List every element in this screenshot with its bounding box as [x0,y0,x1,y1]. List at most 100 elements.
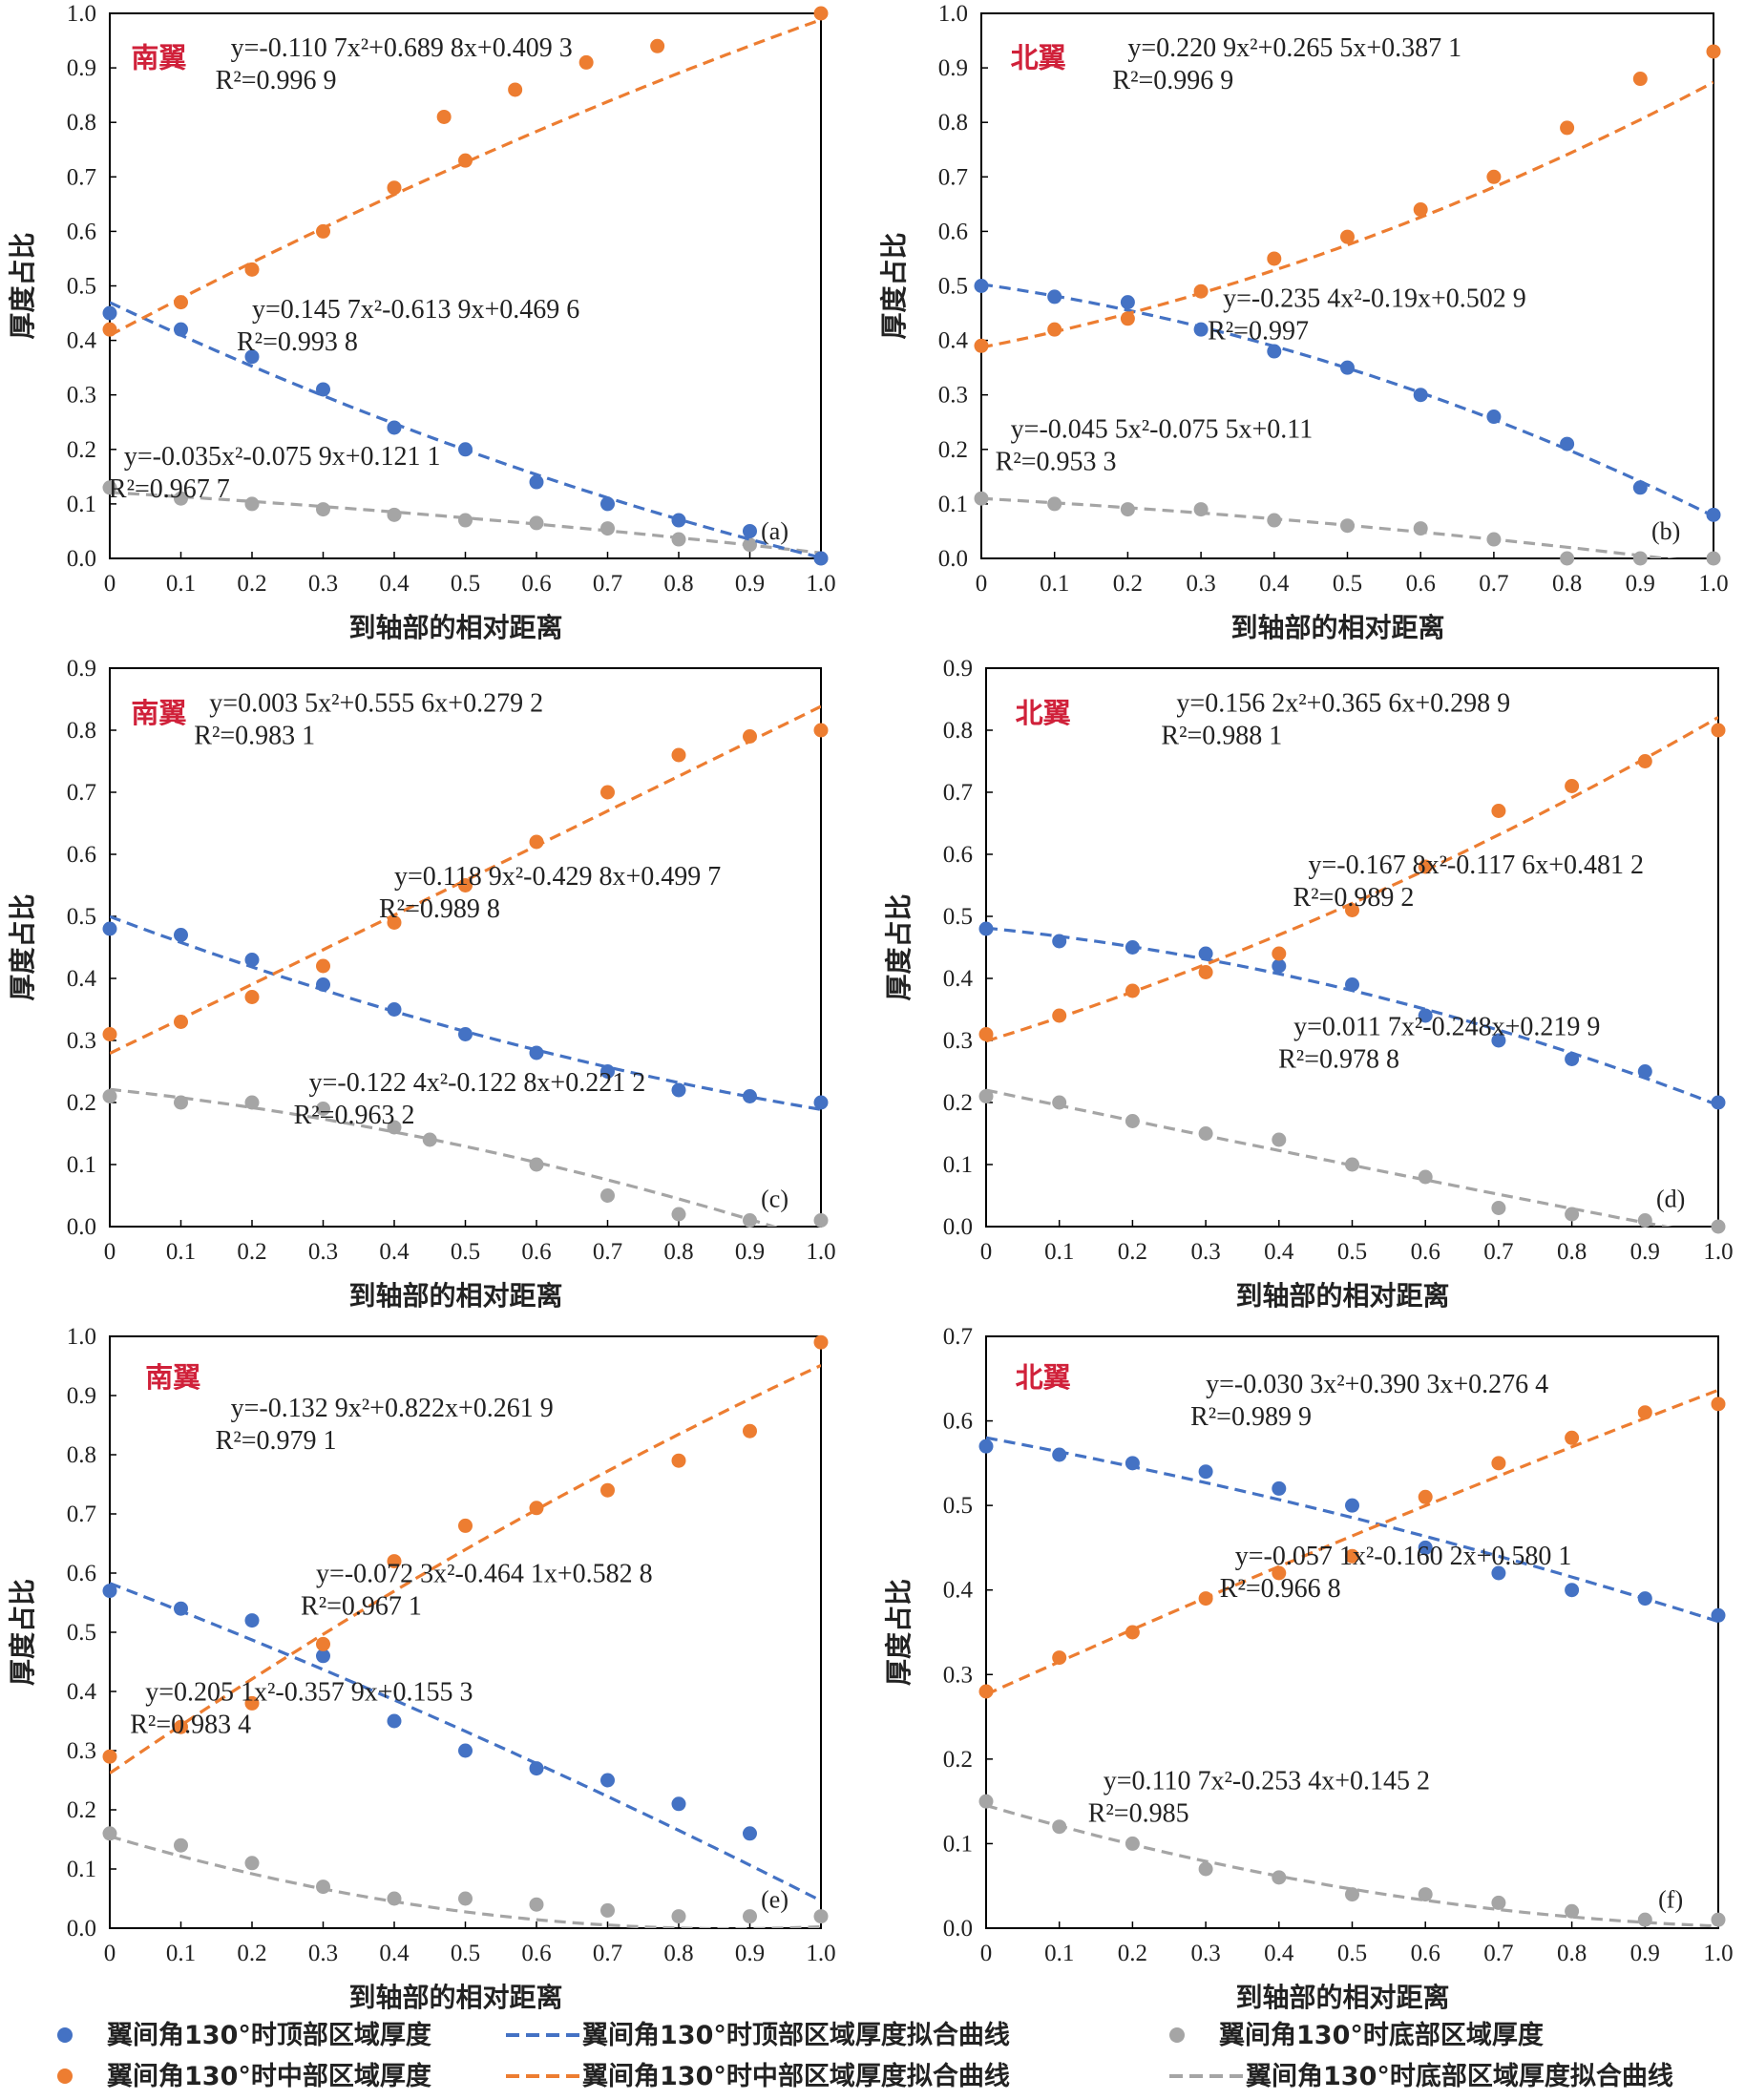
fit-line-top [981,283,1713,518]
x-tick-label: 0.7 [593,571,622,597]
y-tick-label: 0.0 [938,546,968,572]
y-tick-label: 0.0 [67,546,96,572]
data-point-mid [1120,311,1135,326]
data-point-mid [1565,779,1580,793]
y-tick-label: 0.6 [943,842,973,868]
x-tick-label: 0.3 [308,1941,338,1966]
data-point-mid [102,1027,117,1041]
data-point-top [978,921,994,936]
data-point-mid [529,834,544,850]
y-tick-label: 0.7 [67,164,96,190]
data-point-mid [316,223,330,239]
data-point-bot [1486,532,1502,547]
x-tick-label: 0.2 [1118,1239,1147,1265]
data-point-bot [1632,551,1648,566]
x-tick-label: 0.1 [166,1239,196,1265]
data-point-top [174,1601,188,1616]
data-point-bot [1565,1207,1580,1222]
data-point-bot [1125,1836,1140,1851]
fit-line-bot [110,1835,821,1928]
data-point-top [600,1773,615,1788]
x-tick-label: 1.0 [1703,1941,1733,1966]
x-axis-title: 到轴部的相对距离 [348,1982,562,2013]
y-tick-label: 0.2 [67,437,96,463]
data-point-bot [978,1089,994,1103]
data-point-mid [244,990,260,1004]
data-point-bot [174,491,188,506]
x-axis-title: 到轴部的相对距离 [348,1280,562,1312]
data-point-mid [1491,1456,1506,1471]
fit-line-mid [986,1388,1718,1696]
legend-item-bot_fit: 翼间角130°时底部区域厚度拟合曲线 [1169,2061,1673,2091]
x-axis-title: 到轴部的相对距离 [1235,1982,1449,2013]
fit-equation-mid: y=-0.030 3x²+0.390 3x+0.276 4 [1206,1370,1548,1399]
y-tick-label: 0.5 [943,904,973,930]
data-point-mid [102,1749,117,1764]
data-point-top [1632,480,1648,495]
data-point-top [1486,410,1502,425]
fit-r-squared-bot: R²=0.978 8 [1278,1045,1399,1075]
data-point-mid [1565,1430,1580,1445]
fit-equation-bot: y=0.110 7x²-0.253 4x+0.145 2 [1104,1767,1430,1796]
data-point-bot [600,521,615,536]
panel-label: (d) [1656,1186,1685,1213]
wing-label: 北翼 [1016,697,1071,729]
data-point-bot [1637,1912,1652,1927]
data-point-top [1052,1447,1067,1462]
x-tick-label: 1.0 [1703,1239,1733,1265]
panel-label: (c) [761,1186,788,1213]
data-point-bot [1491,1201,1506,1215]
y-tick-label: 0.1 [67,1857,96,1882]
data-point-bot [387,1891,402,1906]
legend-marker [57,2027,73,2043]
data-point-bot [600,1188,615,1203]
plot-frame [109,667,822,1228]
y-tick-label: 0.1 [943,1831,973,1857]
fit-equation-bot: y=-0.045 5x²-0.075 5x+0.11 [1011,415,1314,445]
x-tick-label: 0.6 [1411,1239,1440,1265]
y-tick-label: 0.3 [67,1028,96,1054]
x-tick-label: 0.4 [379,571,410,597]
x-tick-label: 0.9 [1630,1239,1660,1265]
x-tick-label: 0.2 [1118,1941,1147,1966]
x-tick-label: 0.6 [1406,571,1436,597]
x-tick-label: 0.3 [1190,1941,1220,1966]
x-tick-label: 0.4 [1264,1239,1294,1265]
x-tick-label: 0.5 [451,1941,480,1966]
legend-label: 翼间角130°时底部区域厚度 [1219,2020,1544,2050]
fit-r-squared-top: R²=0.967 1 [301,1592,422,1622]
data-point-bot [600,1902,615,1918]
y-tick-label: 0.1 [938,492,968,517]
data-point-top [1125,940,1140,955]
x-tick-label: 0.9 [735,1941,765,1966]
data-point-mid [174,1719,188,1734]
data-point-mid [1632,72,1648,87]
legend-label: 翼间角130°时顶部区域厚度拟合曲线 [582,2020,1010,2050]
data-point-top [174,322,188,337]
data-point-mid [387,180,402,196]
y-tick-label: 1.0 [67,1324,96,1350]
data-point-mid [974,338,989,353]
data-point-mid [1345,1548,1359,1564]
data-point-top [743,1826,757,1841]
data-point-bot [174,1095,188,1110]
data-point-bot [1340,518,1355,534]
y-tick-label: 0.2 [67,1090,96,1116]
fit-r-squared-top: R²=0.966 8 [1220,1574,1341,1604]
legend-item-top_fit: 翼间角130°时顶部区域厚度拟合曲线 [506,2020,1010,2050]
x-tick-label: 0.6 [521,571,551,597]
data-point-bot [1272,1132,1287,1147]
data-point-bot [529,515,544,531]
fit-r-squared-mid: R²=0.989 9 [1190,1402,1312,1432]
y-tick-label: 0.9 [943,656,973,682]
chart-panel-b: 0 0.1 0.2 0.3 0.4 0.5 0.6 0.7 0.8 0.9 1.0 0.0 0.1 0.2… [878,1,1729,643]
y-tick-label: 0.8 [67,110,96,136]
data-point-mid [1706,44,1721,59]
data-point-bot [102,1826,117,1841]
y-tick-label: 0.3 [67,383,96,409]
data-point-bot [1193,502,1209,517]
data-point-mid [1198,1591,1213,1606]
x-tick-label: 1.0 [806,571,835,597]
y-tick-label: 0.4 [67,328,97,354]
data-point-mid [1272,946,1287,961]
